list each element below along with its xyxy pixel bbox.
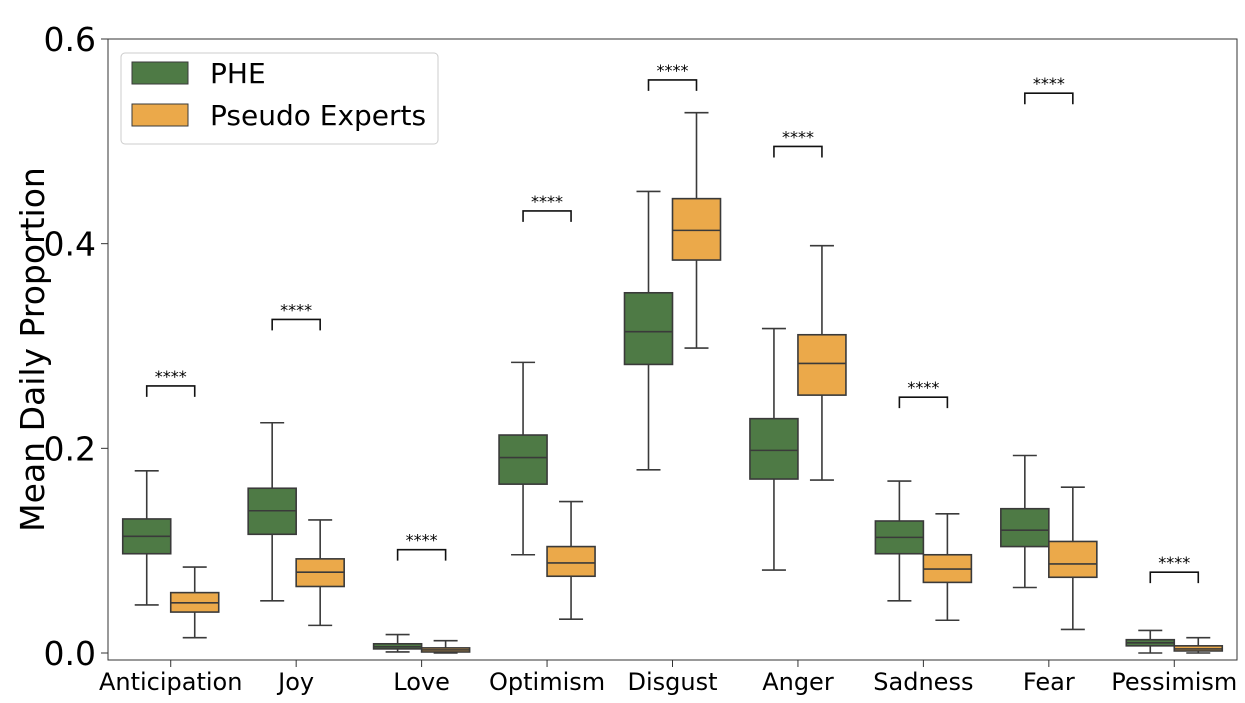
box-phe-sadness: [874, 480, 925, 602]
x-tick-label: Joy: [276, 668, 314, 696]
significance-label: ****: [280, 300, 312, 319]
box-pseudo-experts-pessimism: [1173, 636, 1224, 654]
significance-bracket-anger: ****: [773, 127, 823, 158]
legend-swatch: [131, 103, 189, 127]
significance-label: ****: [531, 192, 563, 211]
box-pseudo-experts-joy: [295, 519, 345, 627]
box-pseudo-experts-sadness: [922, 513, 973, 622]
x-tick-label: Anticipation: [99, 668, 242, 696]
y-tick-label: 0.4: [44, 225, 96, 264]
y-tick-label: 0.0: [44, 634, 96, 673]
box-phe-disgust: [623, 190, 674, 471]
significance-bracket-joy: ****: [271, 300, 321, 331]
bracket-line: [1149, 571, 1200, 584]
y-axis: 0.0 0.2 0.4 0.6: [44, 20, 108, 673]
significance-label: ****: [406, 531, 438, 550]
significance-bracket-love: ****: [396, 531, 447, 561]
x-tick-label: Love: [393, 668, 450, 696]
significance-bracket-anticipation: ****: [145, 367, 196, 397]
significance-label: ****: [155, 367, 187, 386]
x-tick-label: Sadness: [873, 668, 973, 696]
iqr-box: [797, 333, 847, 396]
x-tick-label: Optimism: [489, 668, 605, 696]
box-pseudo-experts-optimism: [546, 500, 596, 621]
significance-bracket-sadness: ****: [898, 378, 949, 409]
box-phe-optimism: [498, 361, 548, 556]
significance-label: ****: [1033, 74, 1065, 93]
legend-frame: [120, 52, 439, 145]
x-axis: Anticipation Joy Love Optimism Disgust Anger S…: [99, 660, 1237, 696]
bracket-line: [145, 385, 196, 397]
box-pseudo-experts-fear: [1048, 486, 1098, 631]
bracket-line: [522, 210, 572, 222]
bracket-line: [396, 548, 447, 561]
box-pseudo-experts-love: [420, 639, 471, 654]
significance-bracket-pessimism: ****: [1149, 553, 1200, 584]
bracket-line: [647, 79, 698, 91]
box-pseudo-experts-anger: [797, 244, 847, 481]
bracket-line: [1024, 92, 1074, 105]
bracket-line: [271, 318, 321, 331]
box-phe-pessimism: [1125, 629, 1176, 654]
iqr-box: [498, 434, 548, 485]
legend-swatch: [131, 61, 189, 85]
significance-label: ****: [657, 61, 689, 80]
box-phe-anger: [749, 327, 799, 571]
annotations-layer: **** **** **** **** **** **** **** **** ****: [145, 61, 1200, 584]
iqr-box: [1048, 540, 1098, 579]
x-tick-label: Disgust: [627, 668, 717, 696]
box-pseudo-experts-disgust: [671, 111, 722, 349]
x-tick-label: Pessimism: [1111, 668, 1237, 696]
box-phe-fear: [1000, 454, 1050, 589]
y-axis-label: Mean Daily Proportion: [13, 167, 52, 532]
legend: PHE Pseudo Experts: [120, 52, 439, 145]
iqr-box: [623, 291, 674, 366]
significance-bracket-optimism: ****: [522, 192, 572, 222]
significance-bracket-fear: ****: [1024, 74, 1074, 105]
significance-label: ****: [907, 378, 939, 397]
significance-label: ****: [1158, 553, 1190, 572]
iqr-box: [1000, 507, 1050, 548]
significance-bracket-disgust: ****: [647, 61, 698, 91]
y-tick-label: 0.6: [44, 20, 96, 59]
bracket-line: [773, 145, 823, 158]
x-tick-label: Anger: [762, 668, 834, 696]
box-phe-love: [372, 633, 423, 653]
iqr-box: [749, 417, 799, 480]
significance-label: ****: [782, 127, 814, 146]
y-tick-label: 0.2: [44, 429, 96, 468]
iqr-box: [546, 545, 596, 578]
bracket-line: [898, 396, 949, 409]
box-phe-joy: [247, 421, 297, 602]
x-tick-label: Fear: [1023, 668, 1075, 696]
legend-label: Pseudo Experts: [210, 99, 426, 132]
iqr-box: [671, 197, 722, 261]
boxes-layer: [121, 111, 1224, 654]
box-pseudo-experts-anticipation: [169, 566, 220, 639]
box-phe-anticipation: [121, 470, 172, 606]
legend-label: PHE: [210, 57, 266, 90]
